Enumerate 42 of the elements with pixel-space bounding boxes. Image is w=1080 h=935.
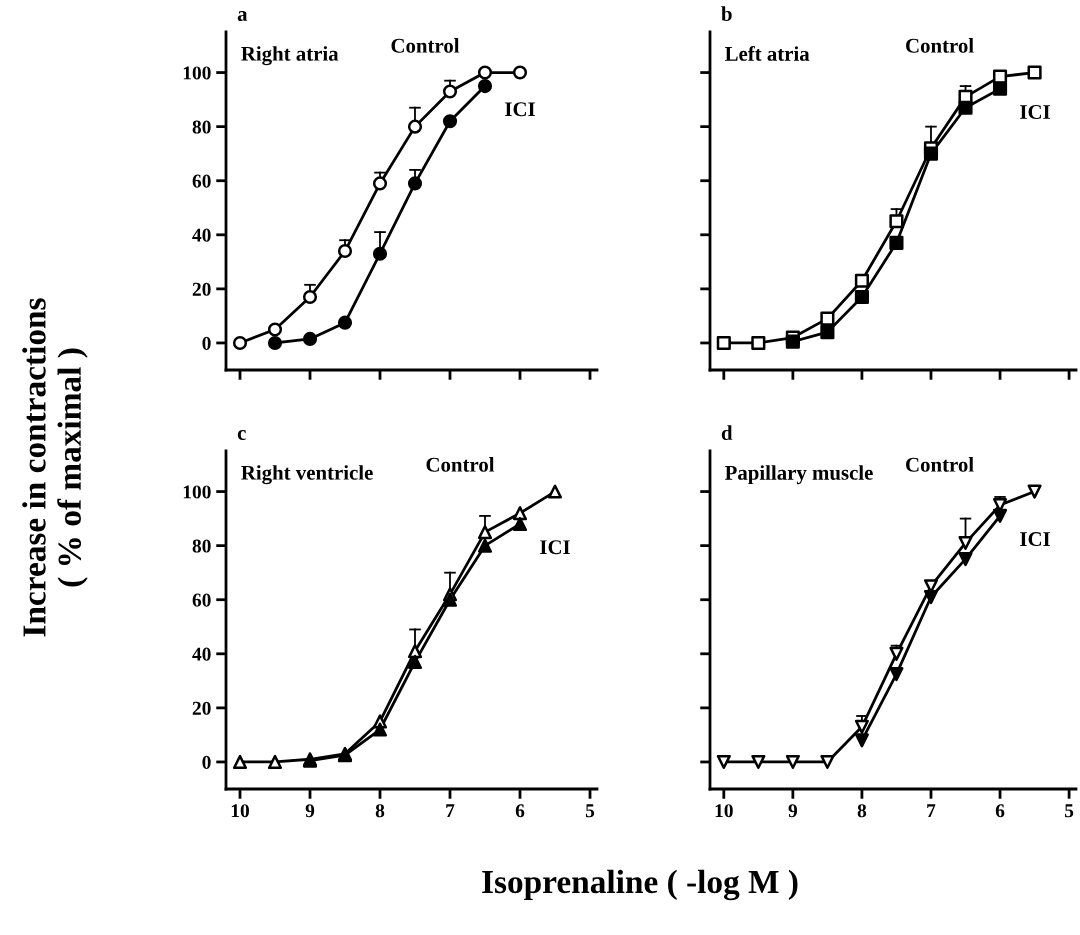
y-tick-label: 100	[183, 66, 211, 80]
series-label: Control	[906, 38, 974, 53]
x-tick-label: 6	[515, 804, 525, 818]
x-tick-label: 7	[446, 804, 455, 818]
y-tick-label: 40	[192, 647, 211, 661]
x-tick-label: 8	[857, 804, 867, 818]
text: Right atria	[241, 46, 339, 66]
series-label: ICI	[1020, 532, 1050, 547]
y-tick-label: 100	[183, 485, 211, 499]
series-label: Control	[391, 38, 460, 53]
y-axis-title: Increase in contractions ( % of maximal )	[22, 298, 88, 637]
y-tick-label: 20	[192, 701, 211, 715]
text: Right ventricle	[241, 465, 373, 485]
y-tick-label: 0	[202, 755, 211, 769]
x-tick-label: 10	[715, 804, 733, 818]
text: Control	[426, 457, 495, 472]
series-label: ICI	[505, 102, 535, 117]
x-tick-label: 9	[305, 804, 315, 818]
x-tick-label: 8	[375, 804, 385, 818]
text: Left atria	[724, 46, 810, 61]
x-axis-title: Isoprenaline ( -log M )	[482, 869, 798, 901]
chart-title: a	[237, 11, 248, 22]
x-tick-label: 5	[585, 804, 595, 818]
y-tick-label: 60	[192, 593, 211, 607]
chart-title: c	[237, 429, 246, 440]
y-tick-label: 60	[192, 174, 211, 188]
y-tick-label: 40	[192, 228, 211, 242]
series-label: ICI	[1020, 105, 1050, 119]
y-tick-label: 20	[192, 282, 211, 296]
x-tick-label: 6	[995, 804, 1005, 818]
x-tick-label: 7	[927, 804, 936, 818]
text: Papillary muscle	[724, 465, 873, 485]
x-tick-label: 10	[231, 804, 249, 818]
series-label: ICI	[540, 540, 570, 555]
x-tick-label: 5	[1065, 804, 1074, 818]
y-tick-label: 80	[192, 120, 211, 134]
chart-title: d	[721, 425, 733, 441]
y-tick-label: 0	[202, 336, 211, 350]
series-label: Control	[906, 457, 974, 472]
chart-title: b	[721, 6, 732, 22]
x-tick-label: 9	[788, 804, 798, 818]
y-tick-label: 80	[192, 539, 211, 553]
